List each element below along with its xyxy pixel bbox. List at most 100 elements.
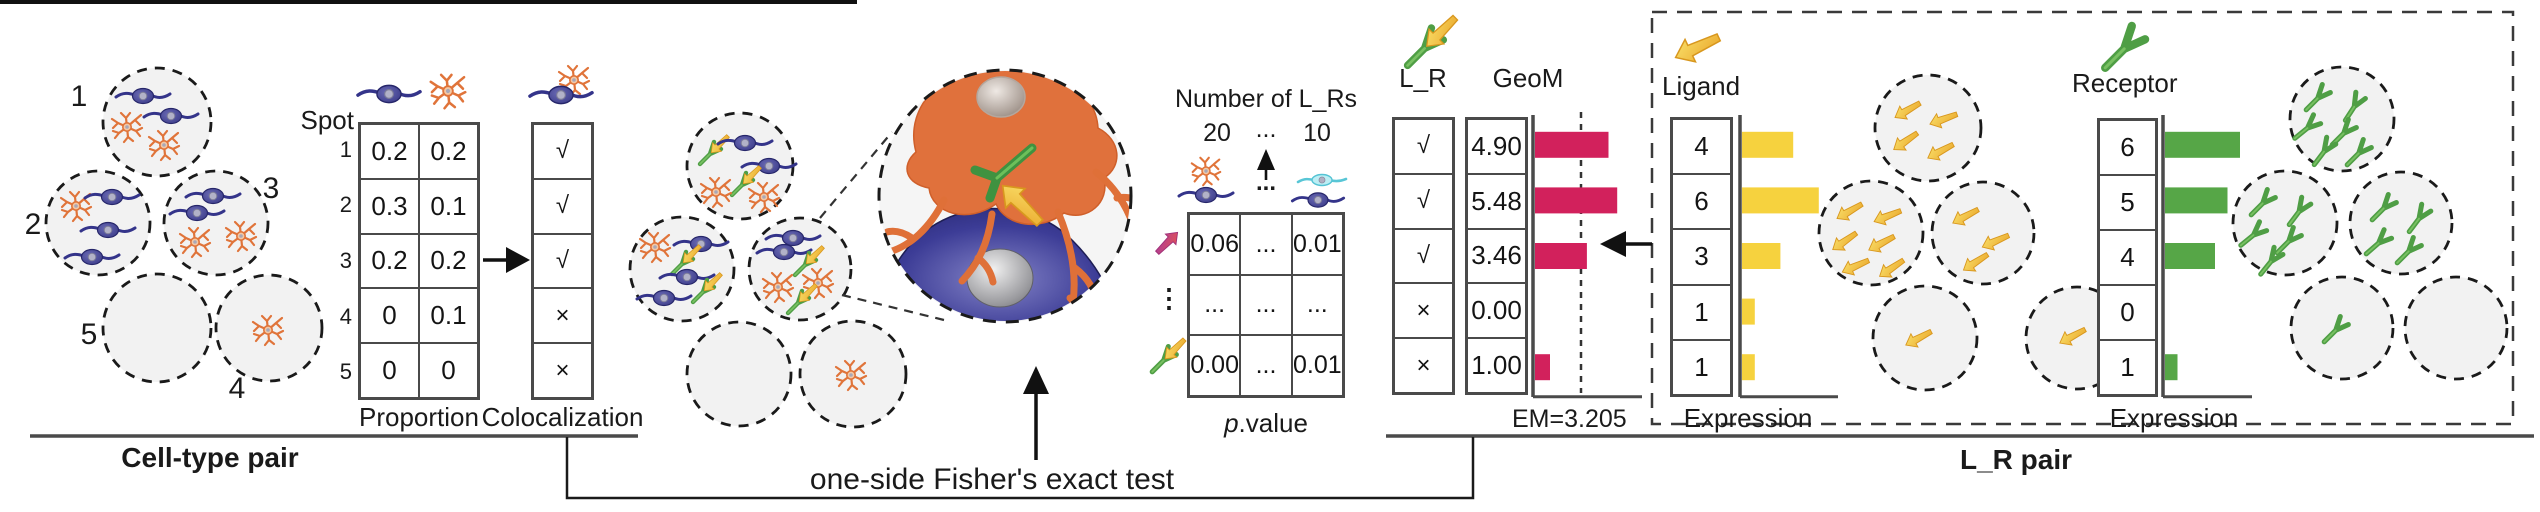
- pvalue-cell: ...: [1240, 335, 1292, 396]
- lr-flag-cell: √: [1394, 173, 1453, 229]
- pvalue-cell: 0.01: [1291, 335, 1343, 396]
- pvalue-cell: 0.06: [1189, 214, 1241, 275]
- colocalization-cell: √: [533, 124, 592, 179]
- left-arrow-head: [1600, 231, 1626, 257]
- proportion-cell: 0.2: [360, 124, 419, 179]
- sort-dots: ...: [1255, 169, 1276, 196]
- spot-row-label: 1: [339, 136, 352, 162]
- spot-number-label: 1: [70, 80, 88, 113]
- ligand-title: Ligand: [1662, 71, 1741, 101]
- geom-value-cell: 0.00: [1467, 283, 1526, 339]
- geom-bar: [1535, 131, 1609, 158]
- ligand-expression-bar: [1742, 298, 1755, 325]
- proportion-cell: 0: [360, 343, 419, 398]
- colocalization-cell: ×: [533, 343, 592, 398]
- proportion-cell: 0.2: [419, 233, 478, 289]
- colocalization-cell: √: [533, 233, 592, 289]
- spot-header: Spot: [300, 105, 355, 135]
- zoom-circle-border: [877, 68, 1133, 324]
- zoom-callout-line: [841, 293, 945, 322]
- spot-number-label: 2: [24, 208, 42, 241]
- receptor-value-cell: 0: [2099, 285, 2156, 340]
- cell-type-pair-label: Cell-type pair: [121, 442, 299, 473]
- lr-flag-cell: √: [1394, 119, 1453, 174]
- ligand-value-cell: 3: [1672, 229, 1731, 285]
- receptor-value-cell: 6: [2099, 120, 2156, 175]
- lr-pair-dashed-box: [1650, 10, 2515, 426]
- spot-circle: [2288, 65, 2396, 173]
- big-astrocyte-nucleus: [976, 76, 1026, 118]
- lr-table: √ √ √ × ×: [1392, 117, 1455, 395]
- spot-circle: [1930, 180, 2036, 286]
- ligand-receptor-icon: [1408, 10, 1463, 65]
- pvalue-cell: ...: [1291, 274, 1343, 336]
- red-ligand-arrow-icon: [1151, 226, 1184, 259]
- neuron-icon: [1290, 191, 1346, 209]
- receptor-expression-bar: [2165, 187, 2228, 214]
- ligand-expression-bar: [1742, 354, 1755, 381]
- lr-flag-cell: ×: [1394, 338, 1453, 393]
- geom-column-header: GeoM: [1492, 63, 1564, 93]
- proportion-cell: 0.3: [360, 178, 419, 234]
- spot-row-label: 2: [339, 192, 352, 218]
- fisher-up-arrow-head: [1023, 366, 1049, 394]
- pvalue-cell: ...: [1240, 274, 1292, 336]
- geom-bar: [1535, 187, 1618, 214]
- spot-circle: [1817, 179, 1925, 287]
- lr-count-10: 10: [1303, 119, 1331, 147]
- ligand-arrow-icon: [1669, 25, 1725, 70]
- em-threshold-label: EM=3.205: [1512, 405, 1627, 433]
- receptor-expression-caption: Expression: [2109, 403, 2239, 433]
- cyan-cell-icon: [1296, 173, 1348, 187]
- spot-circle: [2403, 275, 2509, 381]
- receptor-expression-bar: [2165, 131, 2240, 158]
- pvalue-cell: ...: [1189, 274, 1241, 336]
- receptor-expression-bar: [2165, 243, 2215, 269]
- spot-circle: [628, 215, 736, 323]
- ligand-value-cell: 1: [1672, 284, 1731, 340]
- geom-value-cell: 4.90: [1467, 119, 1526, 174]
- lr-column-header: L_R: [1399, 63, 1447, 93]
- proportion-cell: 0.1: [419, 178, 478, 234]
- vertical-dots-icon: ⋮: [1156, 283, 1182, 313]
- sort-up-arrow-head: [1257, 149, 1275, 170]
- pvalue-p: p: [1224, 408, 1239, 438]
- pvalue-cell: ...: [1240, 214, 1292, 275]
- spot-circle: [162, 169, 270, 277]
- colocalization-cell: ×: [533, 288, 592, 344]
- zoom-callout-line: [819, 131, 893, 219]
- receptor-icon: [2105, 26, 2145, 68]
- ligand-receptor-icon: [1152, 335, 1189, 372]
- ligand-value-cell: 4: [1672, 119, 1731, 175]
- geom-table: 4.90 5.48 3.46 0.00 1.00: [1465, 117, 1528, 395]
- proportion-table: 0.2 0.2 0.3 0.1 0.2 0.2 0 0.1 0 0: [358, 122, 480, 400]
- colocalization-cell: √: [533, 178, 592, 234]
- spot-number-label: 3: [262, 172, 280, 205]
- pvalue-cell: 0.00: [1189, 335, 1241, 396]
- geom-bar: [1535, 243, 1587, 269]
- fisher-test-label: one-side Fisher's exact test: [809, 463, 1175, 496]
- spot-row-label: 5: [339, 359, 352, 385]
- geom-value-cell: 1.00: [1467, 338, 1526, 393]
- spot-circle: [2231, 169, 2339, 277]
- proportion-caption: Proportion: [359, 402, 479, 432]
- geom-value-cell: 5.48: [1467, 173, 1526, 229]
- proportion-cell: 0.2: [419, 124, 478, 179]
- ligand-value-cell: 1: [1672, 339, 1731, 395]
- right-arrow-head: [506, 247, 530, 273]
- spot-number-label: 5: [80, 318, 98, 351]
- neuron-icon: [1177, 186, 1235, 204]
- top-rule: [0, 0, 857, 4]
- lr-count-20: 20: [1203, 119, 1231, 147]
- proportion-cell: 0.1: [419, 288, 478, 344]
- lr-count-dots: ...: [1255, 115, 1277, 143]
- fisher-bracket: [565, 437, 1475, 500]
- ligand-expression-caption: Expression: [1683, 403, 1813, 433]
- proportion-cell: 0.2: [360, 233, 419, 289]
- lr-flag-cell: ×: [1394, 283, 1453, 339]
- ligand-value-cell: 6: [1672, 174, 1731, 230]
